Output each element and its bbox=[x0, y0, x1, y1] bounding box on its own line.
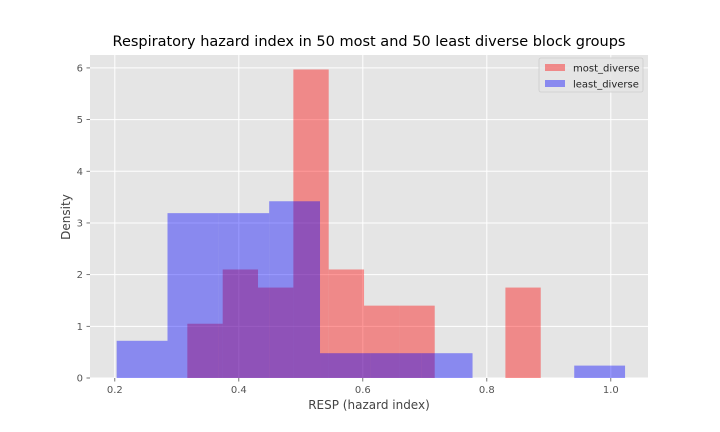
histogram-bar bbox=[574, 365, 626, 378]
histogram-bar bbox=[116, 340, 168, 378]
histogram-bar bbox=[320, 353, 371, 378]
histogram-bar bbox=[218, 213, 270, 378]
axis-ticks: 0.2 0.4 0.6 0.8 1.0 0 1 2 3 4 5 6 bbox=[77, 63, 619, 396]
bars bbox=[116, 69, 626, 378]
histogram-bar bbox=[258, 287, 294, 378]
chart-title: Respiratory hazard index in 50 most and … bbox=[113, 34, 626, 50]
legend-swatch bbox=[545, 64, 565, 71]
histogram-bar bbox=[505, 287, 541, 378]
y-tick-label: 2 bbox=[77, 270, 83, 281]
x-tick-label: 0.6 bbox=[355, 385, 371, 396]
histogram-bar bbox=[293, 69, 329, 378]
series-most_diverse bbox=[187, 69, 541, 378]
legend-swatch bbox=[545, 80, 565, 87]
legend: most_diverse least_diverse bbox=[538, 57, 644, 93]
histogram-bar bbox=[269, 201, 321, 378]
legend-label: most_diverse bbox=[573, 64, 640, 75]
histogram-bar bbox=[328, 269, 365, 378]
histogram-bar bbox=[187, 323, 223, 378]
legend-box bbox=[538, 57, 644, 93]
histogram-bar bbox=[421, 353, 473, 378]
x-tick-label: 0.2 bbox=[107, 385, 123, 396]
histogram-bar bbox=[222, 269, 259, 378]
y-axis-label: Density bbox=[59, 194, 73, 240]
y-tick-label: 6 bbox=[77, 63, 83, 74]
plot-area bbox=[90, 55, 648, 378]
y-tick-label: 3 bbox=[77, 218, 83, 229]
histogram-bar bbox=[167, 213, 219, 378]
histogram-bar bbox=[370, 353, 422, 378]
histogram-bar bbox=[364, 305, 400, 378]
x-axis-label: RESP (hazard index) bbox=[308, 398, 430, 412]
x-tick-label: 0.4 bbox=[231, 385, 247, 396]
series-least_diverse bbox=[116, 201, 626, 378]
y-tick-label: 4 bbox=[77, 167, 83, 178]
x-tick-label: 1.0 bbox=[603, 385, 619, 396]
legend-label: least_diverse bbox=[573, 80, 639, 91]
grid bbox=[90, 55, 648, 379]
histogram-bar bbox=[399, 305, 435, 378]
x-tick-label: 0.8 bbox=[479, 385, 495, 396]
y-tick-label: 0 bbox=[77, 374, 83, 385]
y-tick-label: 1 bbox=[77, 322, 83, 333]
y-tick-label: 5 bbox=[77, 115, 83, 126]
